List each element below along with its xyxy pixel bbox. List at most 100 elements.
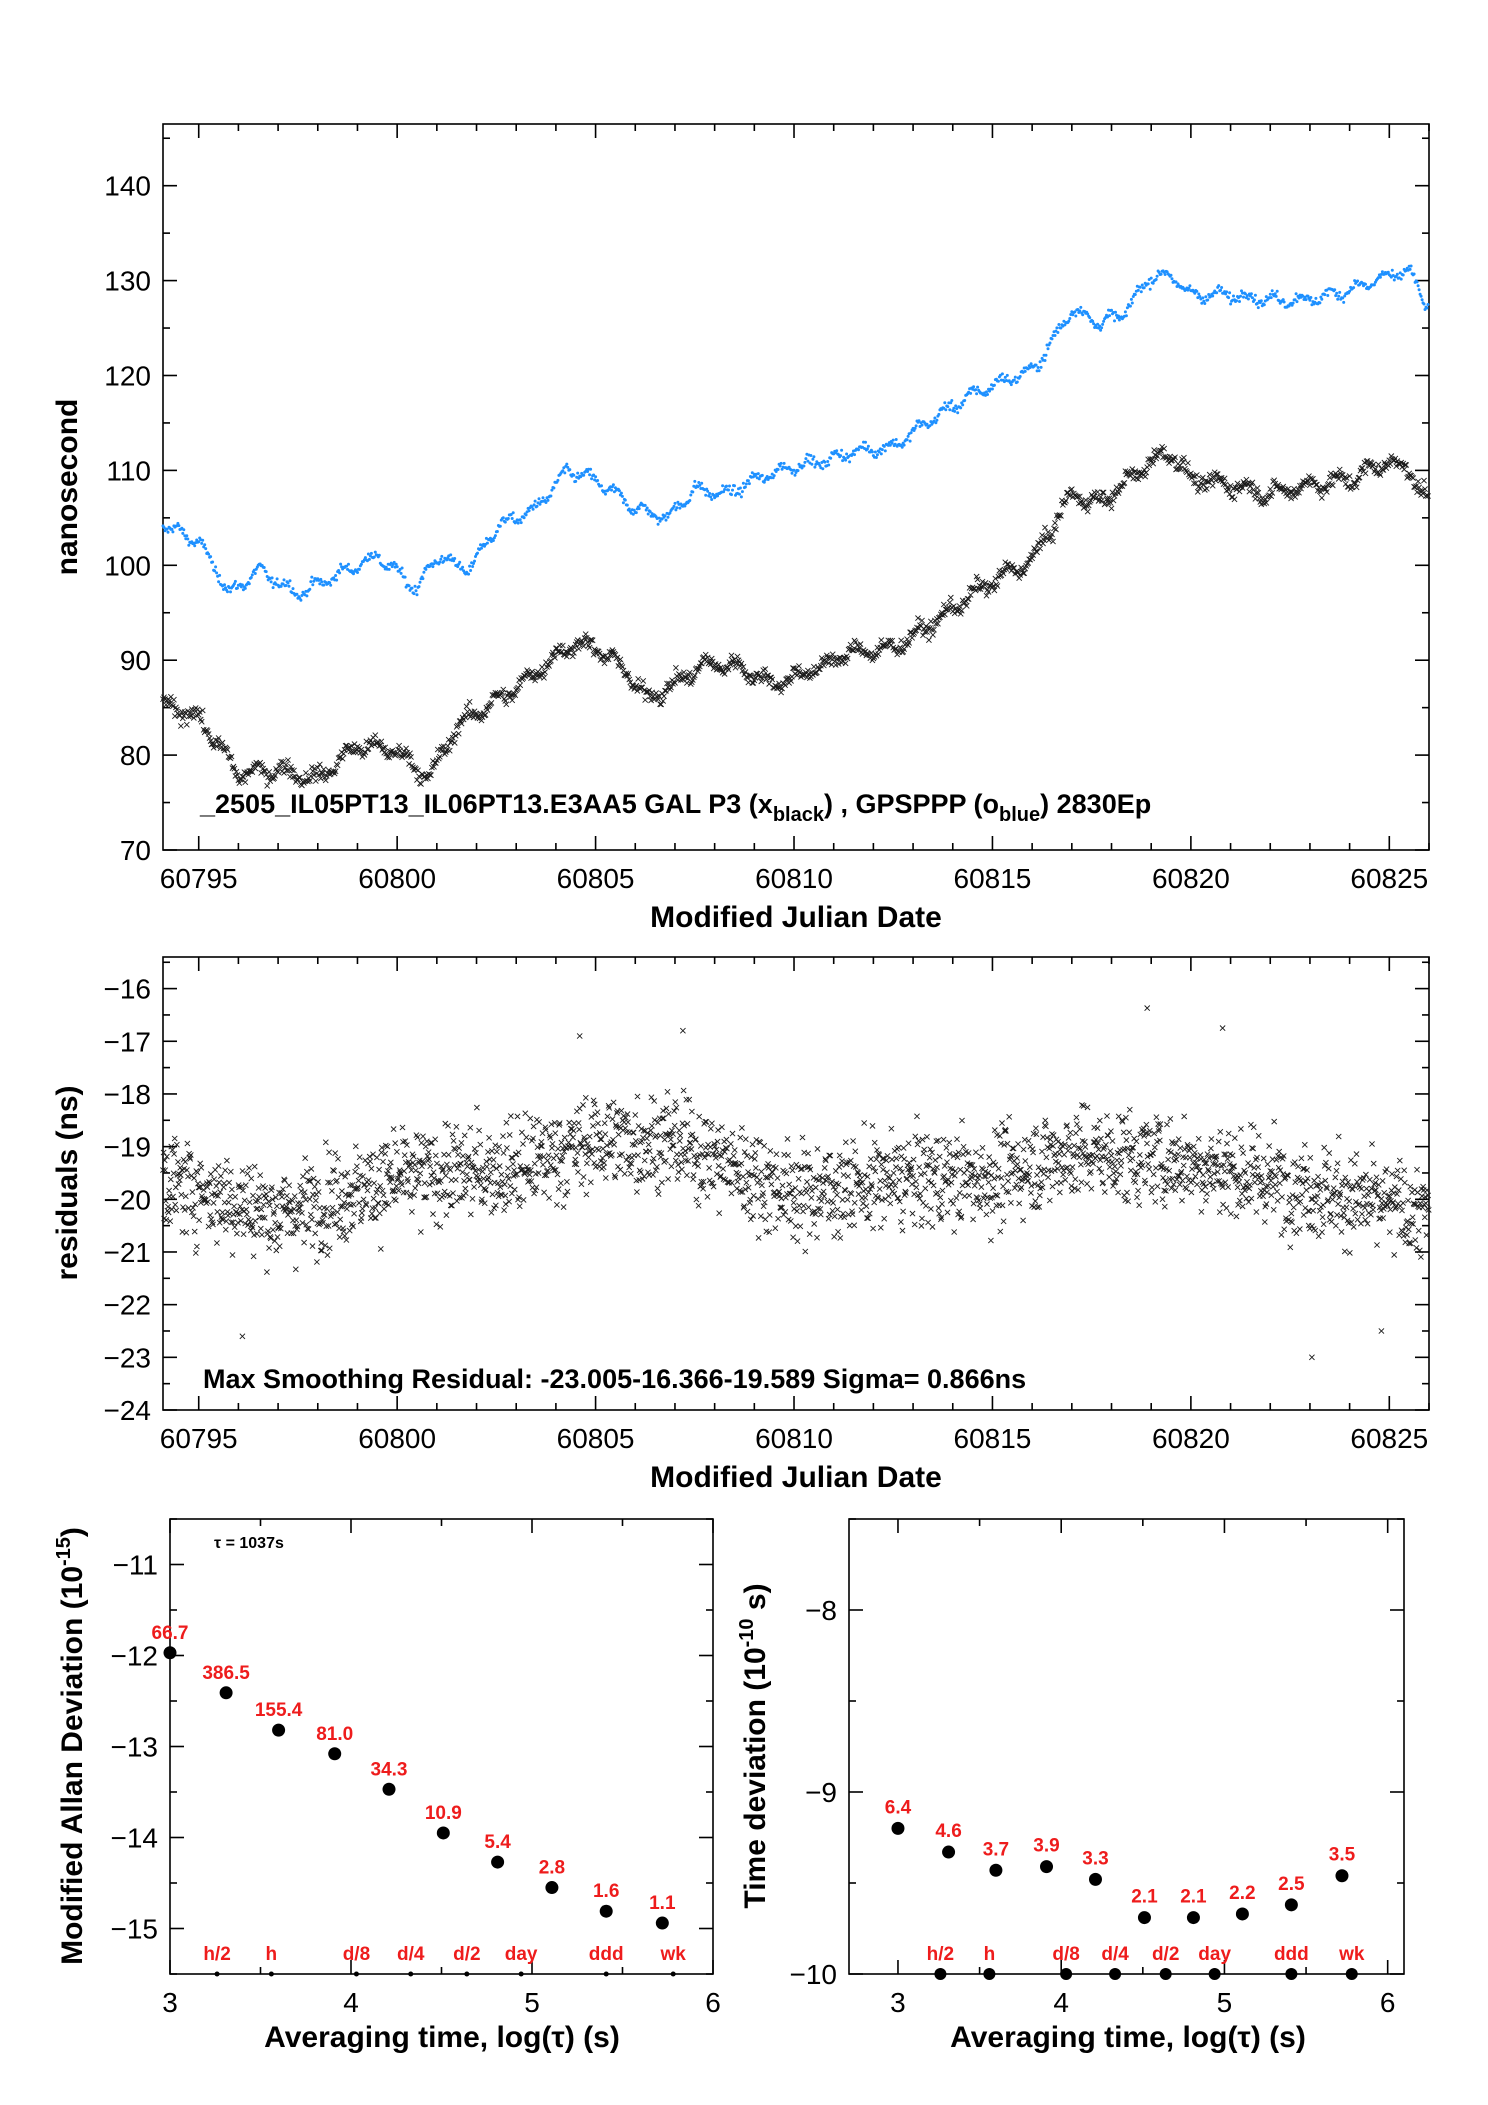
- residual-point: [531, 1160, 538, 1167]
- blue-point: [275, 577, 279, 581]
- residual-point: [609, 1116, 616, 1123]
- black-point: [1422, 486, 1428, 493]
- blue-point: [1342, 300, 1346, 304]
- residual-point: [1292, 1179, 1299, 1186]
- residual-point: [246, 1199, 253, 1206]
- residual-point: [1251, 1179, 1258, 1186]
- residual-point: [1190, 1159, 1197, 1166]
- residual-point: [393, 1183, 400, 1190]
- blue-point: [839, 454, 843, 458]
- residual-point: [231, 1203, 238, 1210]
- blue-point: [203, 543, 207, 547]
- black-point: [1280, 483, 1287, 490]
- residual-point: [1334, 1211, 1340, 1218]
- residual-point: [757, 1213, 764, 1220]
- residual-point: [213, 1240, 220, 1246]
- residual-point: [755, 1234, 762, 1241]
- residual-point: [394, 1177, 401, 1184]
- residual-point: [951, 1229, 958, 1235]
- residual-point: [488, 1209, 495, 1216]
- black-point: [478, 717, 485, 724]
- blue-point: [613, 486, 617, 490]
- black-point: [1212, 477, 1219, 484]
- residual-point: [1026, 1164, 1033, 1171]
- residual-point: [292, 1266, 299, 1273]
- residual-point: [773, 1151, 780, 1158]
- residual-point: [177, 1172, 184, 1179]
- residual-point: [867, 1156, 874, 1163]
- residual-point: [1017, 1186, 1024, 1193]
- blue-point: [646, 512, 650, 516]
- residual-point: [1333, 1167, 1340, 1174]
- residual-point: [1269, 1168, 1275, 1175]
- residual-point: [505, 1175, 512, 1182]
- blue-point: [1380, 270, 1384, 274]
- blue-point: [818, 464, 822, 467]
- black-point: [690, 674, 697, 681]
- blue-point: [1099, 328, 1103, 332]
- residual-point: [211, 1176, 218, 1183]
- residual-point: [1167, 1149, 1174, 1156]
- residual-point: [703, 1150, 710, 1157]
- black-point: [1377, 472, 1384, 479]
- black-point: [922, 628, 928, 635]
- residual-point: [1110, 1183, 1117, 1189]
- residual-point: [484, 1176, 491, 1183]
- black-point: [462, 714, 469, 721]
- black-point: [1051, 525, 1057, 532]
- residual-point: [490, 1156, 497, 1163]
- residual-point: [350, 1201, 357, 1208]
- residual-point: [535, 1170, 542, 1177]
- blue-point: [857, 448, 860, 452]
- residual-point: [1161, 1187, 1168, 1194]
- residual-point: [907, 1166, 914, 1173]
- residual-point: [956, 1189, 963, 1196]
- black-point: [285, 757, 291, 763]
- blue-point: [1203, 302, 1207, 305]
- residual-point: [1208, 1136, 1215, 1142]
- blue-point: [908, 439, 912, 443]
- blue-point: [774, 470, 778, 473]
- black-point: [1249, 479, 1256, 486]
- residual-point: [1133, 1138, 1140, 1145]
- black-point: [1410, 475, 1417, 482]
- residual-point: [1164, 1121, 1170, 1128]
- black-point: [1359, 464, 1366, 471]
- blue-point: [415, 593, 419, 597]
- residual-point: [227, 1193, 234, 1200]
- black-point: [1146, 462, 1153, 469]
- blue-point: [422, 570, 426, 574]
- residual-point: [852, 1148, 859, 1155]
- residual-point: [583, 1191, 590, 1198]
- blue-point: [550, 488, 554, 492]
- residual-point: [717, 1174, 724, 1181]
- residual-point: [210, 1221, 216, 1228]
- residual-point: [862, 1194, 869, 1201]
- residual-point: [997, 1228, 1004, 1235]
- black-point: [575, 645, 582, 652]
- residual-point: [880, 1155, 887, 1162]
- residual-point: [911, 1191, 918, 1198]
- residual-point: [1349, 1186, 1356, 1193]
- blue-point: [865, 447, 869, 451]
- blue-point: [1352, 286, 1356, 290]
- residual-point: [384, 1143, 391, 1150]
- residual-point: [928, 1179, 935, 1186]
- residual-point: [1098, 1169, 1105, 1176]
- residual-point: [427, 1163, 434, 1170]
- black-point: [291, 767, 297, 774]
- residual-point: [1056, 1189, 1063, 1196]
- residual-point: [595, 1147, 602, 1153]
- residual-point: [1238, 1144, 1245, 1151]
- residual-point: [676, 1127, 683, 1134]
- black-point: [1147, 456, 1154, 462]
- residual-point: [495, 1180, 501, 1187]
- residual-point: [707, 1125, 714, 1132]
- residual-point: [476, 1176, 483, 1183]
- blue-point: [207, 552, 211, 556]
- black-point: [696, 663, 703, 670]
- residual-point: [604, 1113, 611, 1120]
- residual-point: [217, 1189, 224, 1196]
- blue-point: [741, 481, 745, 485]
- residual-point: [613, 1123, 620, 1130]
